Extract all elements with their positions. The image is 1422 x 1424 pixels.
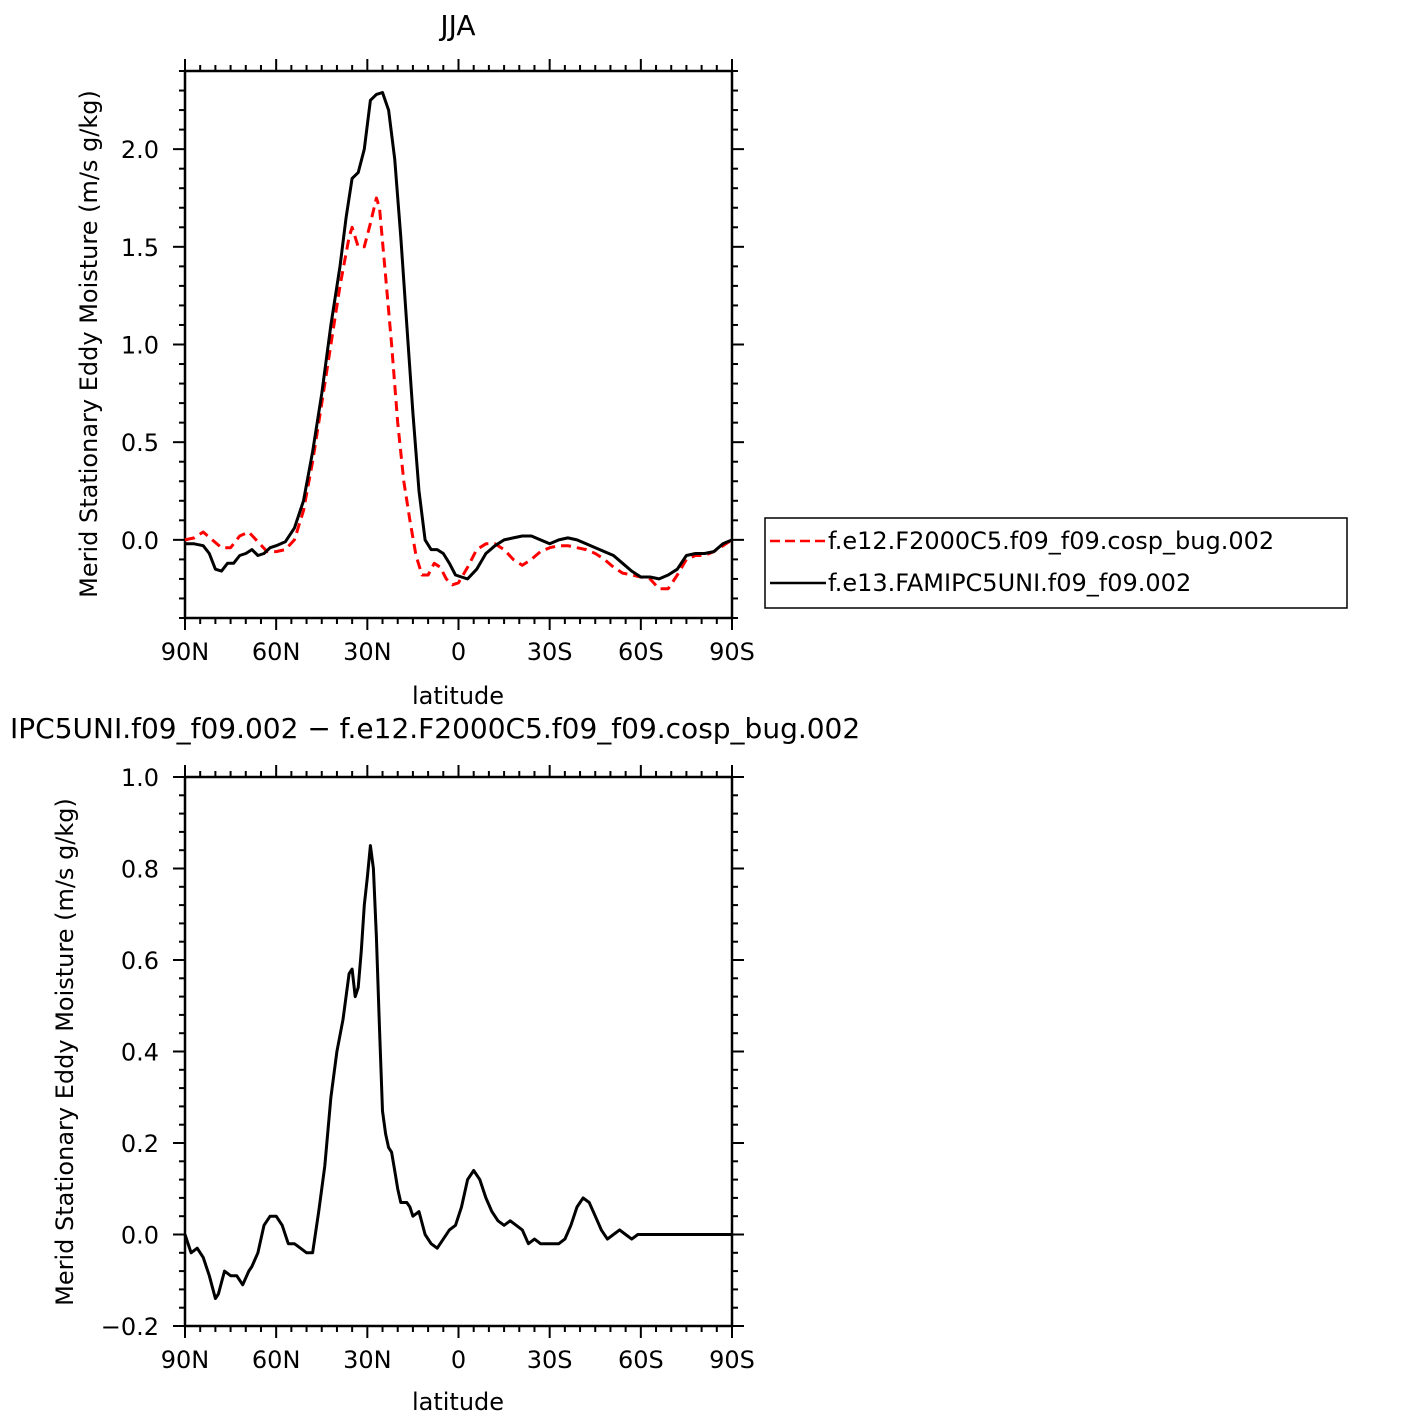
bottom-x-axis-title: latitude <box>412 1388 504 1416</box>
x-tick-label: 30N <box>343 1346 392 1374</box>
y-tick-label: 0.5 <box>121 429 159 457</box>
bottom-chart-title: IPC5UNI.f09_f09.002 − f.e12.F2000C5.f09_… <box>10 712 860 745</box>
legend-label-series-2: f.e13.FAMIPC5UNI.f09_f09.002 <box>828 569 1191 597</box>
y-tick-label: 0.2 <box>121 1130 159 1158</box>
x-tick-label: 90S <box>709 1346 755 1374</box>
y-tick-label: 0.6 <box>121 947 159 975</box>
y-tick-label: 1.0 <box>121 764 159 792</box>
y-tick-label: 0.4 <box>121 1039 159 1067</box>
x-tick-label: 30S <box>527 638 573 666</box>
top-series-lines <box>184 91 733 591</box>
y-tick-label: 2.0 <box>121 136 159 164</box>
bottom-tick-labels: 90N 60N 30N 0 30S 60S 90S −0.2 0.0 0.2 0.4 0.6 0.8 1.… <box>101 764 755 1374</box>
y-tick-label: 0.8 <box>121 856 159 884</box>
top-plot-frame <box>183 69 734 620</box>
y-tick-label: 1.5 <box>121 234 159 262</box>
series-line-2 <box>185 91 733 581</box>
x-tick-label: 60N <box>252 1346 301 1374</box>
legend: f.e12.F2000C5.f09_f09.cosp_bug.002 f.e13… <box>764 517 1348 609</box>
top-y-axis-title: Merid Stationary Eddy Moisture (m/s g/kg… <box>75 90 103 598</box>
y-tick-label: 0.0 <box>121 527 159 555</box>
x-tick-label: 90S <box>709 638 755 666</box>
x-tick-label: 60S <box>618 638 664 666</box>
x-tick-label: 30S <box>527 1346 573 1374</box>
x-tick-label: 30N <box>343 638 392 666</box>
bottom-axis-ticks <box>173 765 744 1338</box>
y-tick-label: 0.0 <box>121 1222 159 1250</box>
top-axis-ticks <box>173 59 744 630</box>
x-tick-label: 90N <box>161 1346 210 1374</box>
y-tick-label: 1.0 <box>121 332 159 360</box>
y-tick-label: −0.2 <box>101 1313 159 1341</box>
top-x-axis-title: latitude <box>412 682 504 710</box>
bottom-y-axis-title: Merid Stationary Eddy Moisture (m/s g/kg… <box>51 798 79 1306</box>
x-tick-label: 0 <box>451 1346 466 1374</box>
bottom-plot-frame <box>183 775 734 1328</box>
x-tick-label: 0 <box>451 638 466 666</box>
top-panel: JJA 90N 60N 30N 0 30S 60S 90S 0.0 0.5 1.0 1.5 2.0 l… <box>75 9 755 710</box>
top-tick-labels: 90N 60N 30N 0 30S 60S 90S 0.0 0.5 1.0 1.5 2.0 <box>121 136 755 666</box>
legend-label-series-1: f.e12.F2000C5.f09_f09.cosp_bug.002 <box>828 527 1274 555</box>
bottom-series-lines <box>183 844 732 1300</box>
series-line-1 <box>183 844 732 1300</box>
series-line-1 <box>184 196 733 591</box>
top-chart-title: JJA <box>438 9 475 42</box>
x-tick-label: 60S <box>618 1346 664 1374</box>
x-tick-label: 60N <box>252 638 301 666</box>
legend-box <box>764 517 1348 609</box>
x-tick-label: 90N <box>161 638 210 666</box>
bottom-panel: IPC5UNI.f09_f09.002 − f.e12.F2000C5.f09_… <box>10 712 860 1416</box>
